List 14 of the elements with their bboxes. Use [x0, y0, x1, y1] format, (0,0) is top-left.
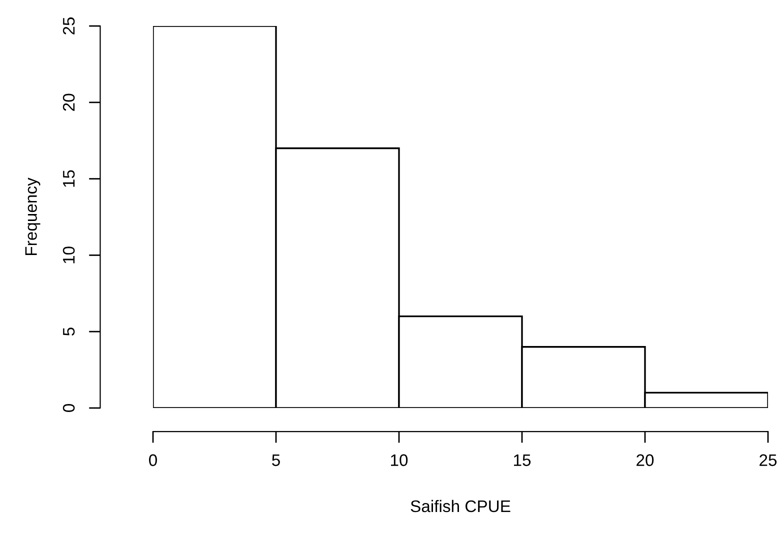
x-tick-label: 20 — [636, 454, 654, 466]
y-tick-label: 10 — [62, 246, 75, 264]
y-tick-label: 15 — [63, 170, 75, 187]
y-tick-label: 5 — [63, 328, 75, 336]
x-tick-label: 10 — [391, 454, 408, 466]
x-tick-label: 0 — [149, 454, 157, 466]
x-tick-label: 5 — [272, 454, 280, 466]
y-axis-title: Frequency — [25, 178, 40, 255]
y-tick-label: 25 — [62, 17, 75, 34]
y-tick-label: 0 — [62, 404, 75, 412]
x-axis-title: Saifish CPUE — [410, 500, 510, 512]
x-tick-label: 25 — [760, 454, 777, 466]
x-tick-label: 15 — [514, 454, 531, 466]
y-tick-label: 20 — [62, 94, 75, 111]
